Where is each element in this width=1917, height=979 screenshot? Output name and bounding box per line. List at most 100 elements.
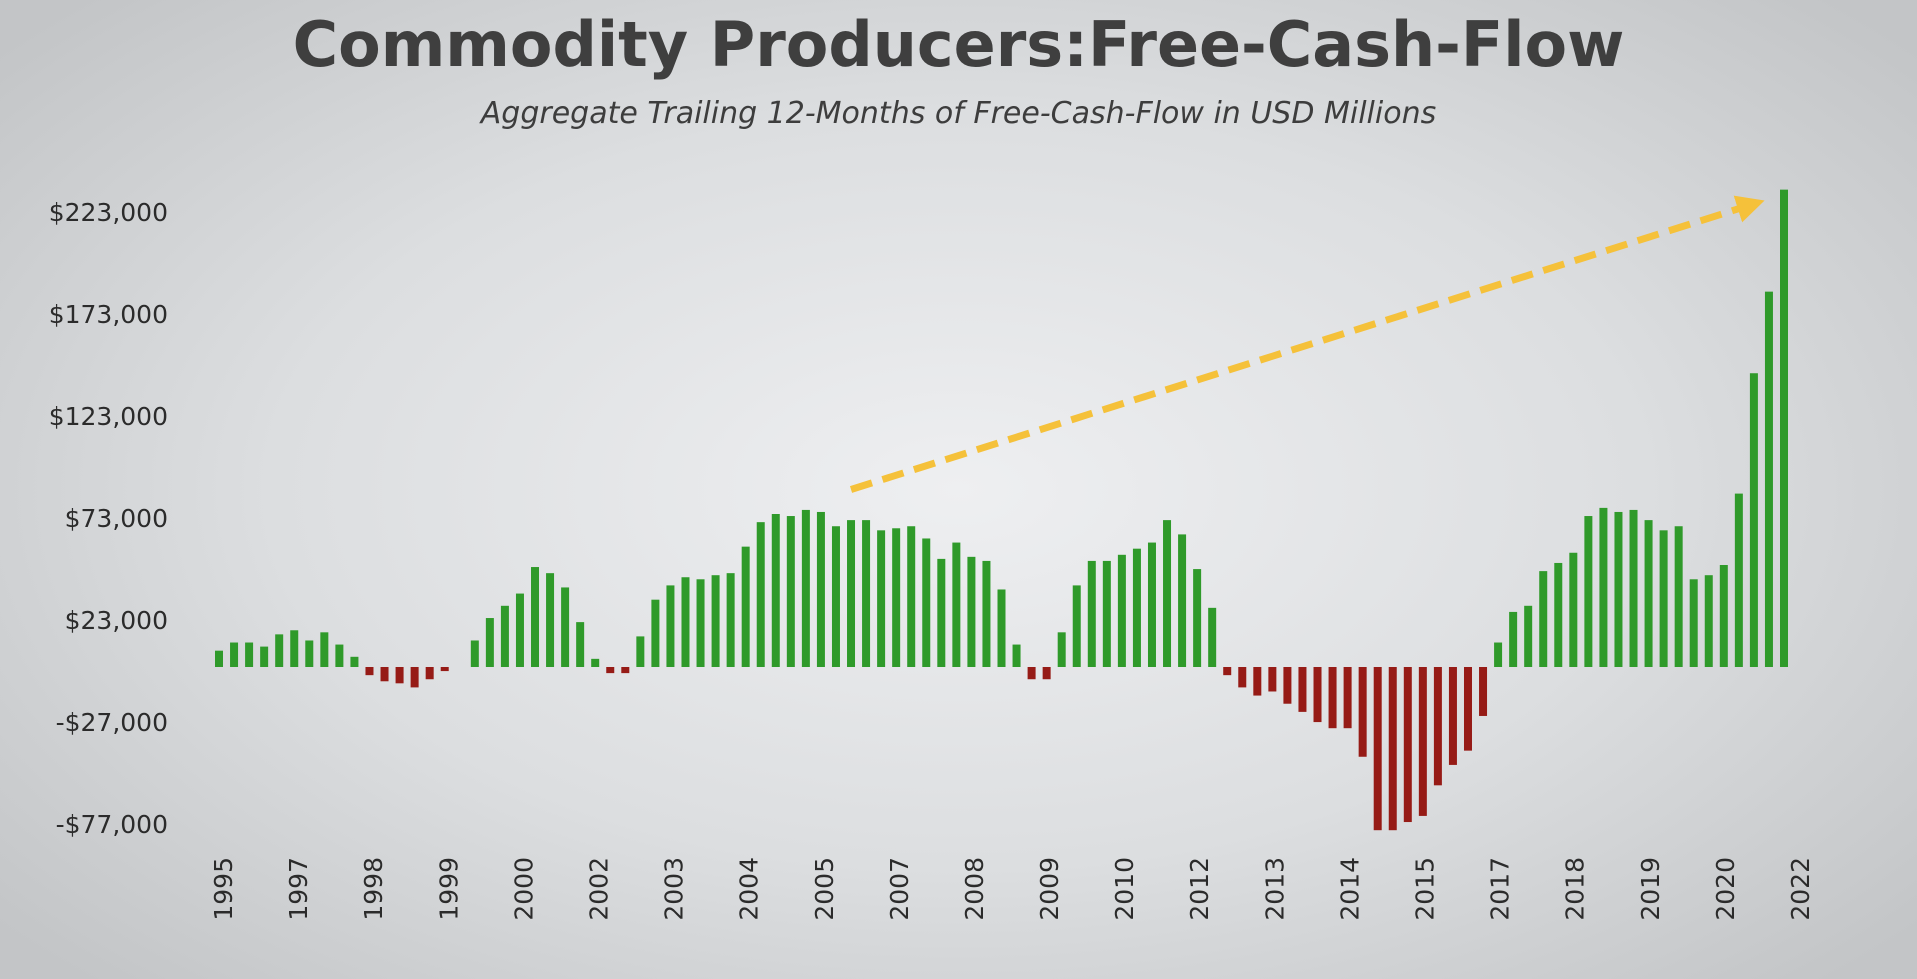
x-tick-label: 2007 [885, 857, 914, 921]
bars [215, 189, 1788, 831]
bar [1042, 667, 1051, 680]
bar [862, 520, 871, 667]
bar [636, 636, 645, 667]
bar [305, 640, 314, 667]
bar [1539, 571, 1548, 667]
x-tick-label: 2012 [1185, 857, 1214, 921]
bar [967, 556, 976, 667]
bar [1479, 667, 1488, 716]
x-tick-label: 2005 [810, 857, 839, 921]
bar [1283, 667, 1292, 704]
bar [1554, 562, 1563, 667]
bar [1358, 667, 1367, 757]
bar [1388, 667, 1397, 831]
bar [425, 667, 434, 680]
y-axis-ticks: $223,000 $173,000 $123,000 $73,000 $23,000 -$… [49, 198, 168, 839]
bar [696, 579, 705, 667]
x-tick-label: 2008 [960, 857, 989, 921]
bar [1433, 667, 1442, 786]
x-tick-label: 2009 [1035, 857, 1064, 921]
bar [1057, 632, 1066, 667]
bar [877, 530, 886, 667]
bar [290, 630, 299, 667]
bar [350, 656, 359, 667]
bar [922, 538, 931, 667]
bar [982, 560, 991, 667]
bar [320, 632, 329, 667]
bar [335, 644, 344, 667]
bar [1659, 530, 1668, 667]
bar [1599, 507, 1608, 667]
bar [831, 526, 840, 667]
bar [546, 573, 555, 667]
bar [500, 605, 509, 667]
bar [470, 640, 479, 667]
bar [1223, 667, 1232, 676]
trend-arrow-annotation [849, 195, 1765, 493]
x-tick-label: 2017 [1486, 857, 1515, 921]
bar [1494, 642, 1503, 667]
bar [1328, 667, 1337, 729]
bar [1764, 291, 1773, 667]
bar [1208, 607, 1217, 667]
bar [1012, 644, 1021, 667]
bar [741, 546, 750, 667]
bar [1644, 520, 1653, 667]
bar [1178, 534, 1187, 667]
x-tick-label: 2018 [1561, 857, 1590, 921]
x-tick-label: 2015 [1411, 857, 1440, 921]
bar [1448, 667, 1457, 765]
bar [1313, 667, 1322, 723]
x-tick-label: 2019 [1636, 857, 1665, 921]
bar [1674, 526, 1683, 667]
bar [1524, 605, 1533, 667]
y-tick-label: $123,000 [49, 402, 168, 431]
bar [1102, 560, 1111, 667]
bar [245, 642, 254, 667]
x-tick-label: 2004 [735, 857, 764, 921]
bar [1509, 611, 1518, 667]
bar [230, 642, 239, 667]
bar [801, 509, 810, 667]
bar [1629, 509, 1638, 667]
bar [1238, 667, 1247, 688]
bar [1569, 552, 1578, 667]
bar [847, 520, 856, 667]
y-tick-label: -$27,000 [56, 708, 168, 737]
x-tick-label: 2003 [660, 857, 689, 921]
bar [591, 658, 600, 667]
x-tick-label: 1997 [284, 857, 313, 921]
bar [215, 650, 223, 667]
bar [726, 573, 735, 667]
chart-title: Commodity Producers:Free-Cash-Flow [292, 8, 1625, 81]
bar [1343, 667, 1352, 729]
bar [515, 593, 524, 667]
bar [937, 558, 946, 667]
x-tick-label: 2000 [509, 857, 538, 921]
bar [1734, 493, 1743, 667]
bar [681, 577, 690, 667]
bar [1163, 520, 1172, 667]
bar [711, 575, 720, 667]
bar [756, 522, 765, 667]
bar [1780, 189, 1788, 667]
y-tick-label: $223,000 [49, 198, 168, 227]
bar [1087, 560, 1096, 667]
bar [1704, 575, 1713, 667]
bar [1253, 667, 1262, 696]
bar [1403, 667, 1412, 823]
bar [1268, 667, 1277, 692]
bar [380, 667, 389, 682]
bar [1418, 667, 1427, 816]
bar [576, 622, 585, 667]
bar [651, 599, 660, 667]
x-tick-label: 1998 [359, 857, 388, 921]
bar [1719, 565, 1728, 667]
bar [275, 634, 284, 667]
bar [365, 667, 374, 676]
bar [531, 567, 540, 667]
bar [666, 585, 675, 667]
bar [997, 589, 1006, 667]
chart-subtitle: Aggregate Trailing 12-Months of Free-Cas… [480, 96, 1437, 131]
